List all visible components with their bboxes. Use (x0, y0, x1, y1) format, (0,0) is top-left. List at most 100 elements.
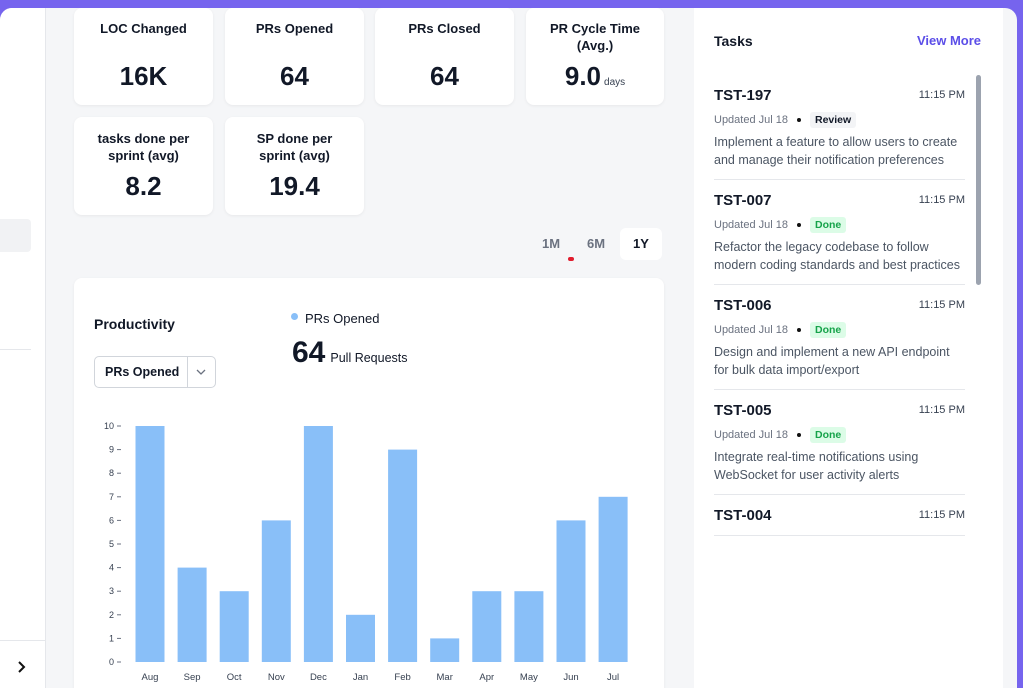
task-item[interactable]: TST-007 11:15 PM Updated Jul 18 Done Refacto… (714, 180, 965, 285)
task-time: 11:15 PM (918, 194, 965, 206)
x-tick-label: Oct (227, 672, 242, 683)
task-meta: Updated Jul 18 Done (714, 216, 965, 234)
legend-swatch (291, 313, 298, 320)
range-button[interactable]: 1Y (620, 228, 662, 260)
sidebar-active-item[interactable] (0, 219, 31, 252)
metric-number: 19.4 (269, 171, 320, 201)
scrollbar[interactable] (976, 75, 981, 285)
task-updated: Updated Jul 18 (714, 114, 788, 126)
y-tick-label: 1 (109, 633, 114, 643)
y-tick-label: 5 (109, 539, 114, 549)
separator-dot (797, 223, 801, 227)
expand-icon[interactable] (14, 660, 28, 674)
x-tick-label: Jan (353, 672, 368, 683)
bar (219, 591, 249, 662)
bar (598, 496, 628, 662)
y-tick-label: 10 (104, 421, 114, 431)
metric-unit: days (604, 77, 626, 88)
metric-label: SP done per sprint (avg) (256, 131, 333, 163)
task-description: Refactor the legacy codebase to follow m… (714, 240, 960, 272)
bar (303, 426, 333, 662)
separator-dot (797, 328, 801, 332)
bar (388, 449, 418, 662)
bar (135, 426, 165, 662)
tasks-panel: Tasks View More TST-197 11:15 PM Updated J… (694, 8, 1003, 688)
bar (556, 520, 586, 662)
task-description: Design and implement a new API endpoint … (714, 345, 950, 377)
x-tick-label: Jun (563, 672, 578, 683)
task-item[interactable]: TST-005 11:15 PM Updated Jul 18 Done Integra… (714, 390, 965, 495)
metric-number: 16K (119, 61, 168, 91)
task-time: 11:15 PM (918, 404, 965, 416)
metric-card: PR Cycle Time (Avg.) 9.0 days (526, 8, 664, 105)
metric-label: PR Cycle Time (Avg.) (549, 21, 641, 53)
x-tick-label: Feb (394, 672, 410, 683)
chevron (196, 369, 206, 375)
cursor-mark (568, 257, 574, 261)
metric-label: LOC Changed (100, 21, 187, 36)
x-tick-label: Dec (310, 672, 327, 683)
task-time: 11:15 PM (918, 509, 965, 521)
metric-card: PRs Opened 64 (225, 8, 364, 105)
bar (430, 638, 460, 662)
y-tick-label: 0 (109, 657, 114, 667)
task-id: TST-197 (714, 86, 772, 104)
range-button[interactable]: 6M (586, 236, 606, 251)
status-badge: Done (810, 322, 847, 338)
status-badge: Done (810, 427, 847, 443)
separator-dot (797, 433, 801, 437)
task-id: TST-006 (714, 296, 772, 314)
y-tick-label: 8 (109, 468, 114, 478)
metric-label: PRs Closed (408, 21, 481, 36)
status-badge: Done (810, 217, 847, 233)
y-tick-label: 6 (109, 515, 114, 525)
x-tick-label: Aug (142, 672, 159, 683)
view-more-link[interactable]: View More (916, 33, 981, 48)
task-header: TST-004 11:15 PM (714, 505, 965, 525)
task-updated: Updated Jul 18 (714, 219, 788, 231)
dropdown-label: PRs Opened (105, 365, 180, 379)
y-tick-label: 2 (109, 610, 114, 620)
range-button[interactable]: 1M (541, 236, 561, 251)
metric-label: tasks done per sprint (avg) (97, 131, 190, 163)
y-tick-label: 7 (109, 492, 114, 502)
metric-value: 64 (225, 61, 364, 92)
y-tick-label: 3 (109, 586, 114, 596)
task-header: TST-006 11:15 PM (714, 295, 965, 315)
metric-card: LOC Changed 16K (74, 8, 213, 105)
metric-value: 9.0 days (526, 61, 664, 92)
status-badge: Review (810, 112, 857, 128)
sidebar-divider (0, 349, 31, 350)
task-time: 11:15 PM (918, 299, 965, 311)
bar (261, 520, 291, 662)
y-tick-label: 4 (109, 563, 114, 573)
task-item[interactable]: TST-006 11:15 PM Updated Jul 18 Done Design … (714, 285, 965, 390)
task-item[interactable]: TST-004 11:15 PM (714, 495, 965, 536)
metric-dropdown[interactable]: PRs Opened (94, 356, 216, 388)
sidebar (0, 8, 46, 688)
bar (346, 614, 375, 662)
bar (177, 567, 207, 662)
bar-chart: 0 1 2 3 4 5 6 7 8 9 10 Aug Sep Oct Nov Dec Jan Feb Mar Apr M… (104, 421, 628, 683)
metric-number: 64 (280, 61, 309, 91)
task-list: TST-197 11:15 PM Updated Jul 18 Review Imple… (714, 75, 965, 548)
app-window: Productivity PRs Opened 64 Pull Requests… (0, 8, 1017, 688)
total-value: 64 (292, 336, 326, 369)
x-tick-label: Nov (268, 672, 285, 683)
task-id: TST-005 (714, 401, 772, 419)
metric-value: 19.4 (225, 171, 364, 202)
metric-card: tasks done per sprint (avg) 8.2 (74, 117, 213, 215)
metric-number: 8.2 (125, 171, 162, 201)
task-header: TST-197 11:15 PM (714, 85, 965, 105)
metric-number: 64 (430, 61, 459, 91)
y-tick-label: 9 (109, 445, 114, 455)
sidebar-divider (0, 640, 45, 641)
metric-value: 8.2 (74, 171, 213, 202)
panel-title: Tasks (714, 33, 753, 49)
task-header: TST-005 11:15 PM (714, 400, 965, 420)
task-id: TST-004 (714, 506, 772, 524)
x-tick-label: Mar (437, 672, 453, 683)
task-item[interactable]: TST-197 11:15 PM Updated Jul 18 Review Imple… (714, 75, 965, 180)
legend-label: PRs Opened (305, 311, 380, 326)
